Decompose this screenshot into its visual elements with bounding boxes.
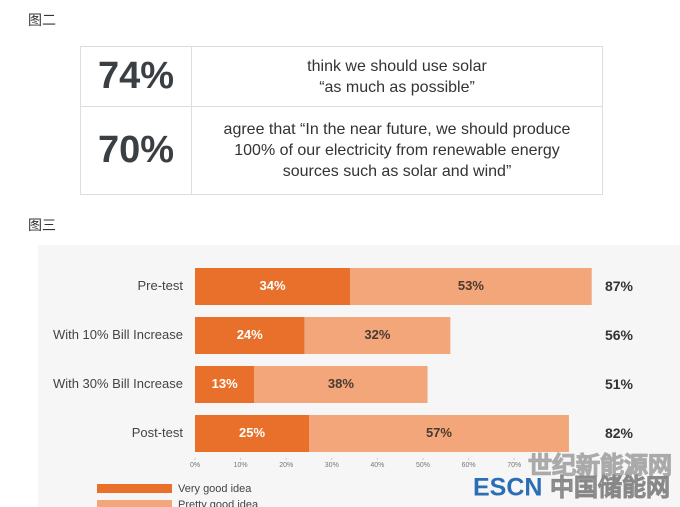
- total-label: 82%: [605, 425, 634, 441]
- x-tick-label: 60%: [462, 462, 476, 469]
- text-line: think we should use solar: [307, 57, 487, 75]
- bar-segment: [195, 268, 351, 305]
- x-tick-label: 0%: [190, 462, 200, 469]
- x-tick-label: 70%: [507, 462, 521, 469]
- category-label: With 10% Bill Increase: [53, 327, 183, 342]
- bar-segment: [254, 366, 428, 403]
- stats-table: 74% think we should use solar “as much as …: [80, 45, 603, 195]
- category-label: With 30% Bill Increase: [53, 376, 183, 391]
- value-label: 57%: [426, 425, 452, 440]
- legend-label: Very good idea: [178, 483, 252, 495]
- category-label: Post-test: [132, 425, 184, 440]
- table-row: 74% think we should use solar “as much as …: [80, 45, 603, 108]
- legend-swatch: [97, 500, 172, 507]
- stat: 74%: [80, 45, 192, 108]
- bar-segment: [350, 268, 592, 305]
- value-label: 32%: [364, 327, 390, 342]
- stat: 70%: [80, 106, 192, 195]
- text-line: agree that “In the near future, we shoul…: [223, 121, 571, 139]
- x-tick-label: 30%: [325, 462, 339, 469]
- bar-segment: [195, 317, 305, 354]
- value-label: 24%: [237, 327, 263, 342]
- x-tick-label: 50%: [416, 462, 430, 469]
- description: agree that “In the near future, we shoul…: [191, 106, 603, 195]
- figure-label: 图三: [28, 217, 56, 233]
- watermark: 世纪新能源网: [528, 451, 672, 479]
- text-line: sources such as solar and wind”: [282, 163, 512, 181]
- total-label: 87%: [605, 278, 634, 294]
- legend-swatch: [97, 484, 172, 493]
- bar-segment: [309, 415, 569, 452]
- bar-segment: [304, 317, 451, 354]
- value-label: 13%: [212, 376, 238, 391]
- watermark-brand: ESCN: [473, 474, 542, 502]
- value-label: 25%: [239, 425, 265, 440]
- value-label: 34%: [260, 278, 286, 293]
- chart: 0% 10% 20% 30% 40% 50% 60% 70% Pre-test 34% 53% 87%…: [38, 245, 680, 507]
- total-label: 51%: [605, 376, 634, 392]
- text-line: “as much as possible”: [319, 78, 475, 96]
- value-label: 38%: [328, 376, 354, 391]
- total-label: 56%: [605, 327, 634, 343]
- x-tick-label: 40%: [370, 462, 384, 469]
- bar-segment: [195, 415, 309, 452]
- watermark-site: 中国储能网: [550, 473, 670, 501]
- value-label: 53%: [458, 278, 484, 293]
- text-line: 100% of our electricity from renewable e…: [234, 142, 560, 160]
- x-tick-label: 10%: [234, 462, 248, 469]
- table-row: 70% agree that “In the near future, we sh…: [80, 106, 603, 195]
- figure-label: 图二: [28, 12, 56, 28]
- x-tick-label: 20%: [279, 462, 293, 469]
- category-label: Pre-test: [137, 278, 183, 293]
- description: think we should use solar “as much as pos…: [191, 45, 603, 108]
- legend-label: Pretty good idea: [178, 499, 259, 507]
- bar-segment: [195, 366, 255, 403]
